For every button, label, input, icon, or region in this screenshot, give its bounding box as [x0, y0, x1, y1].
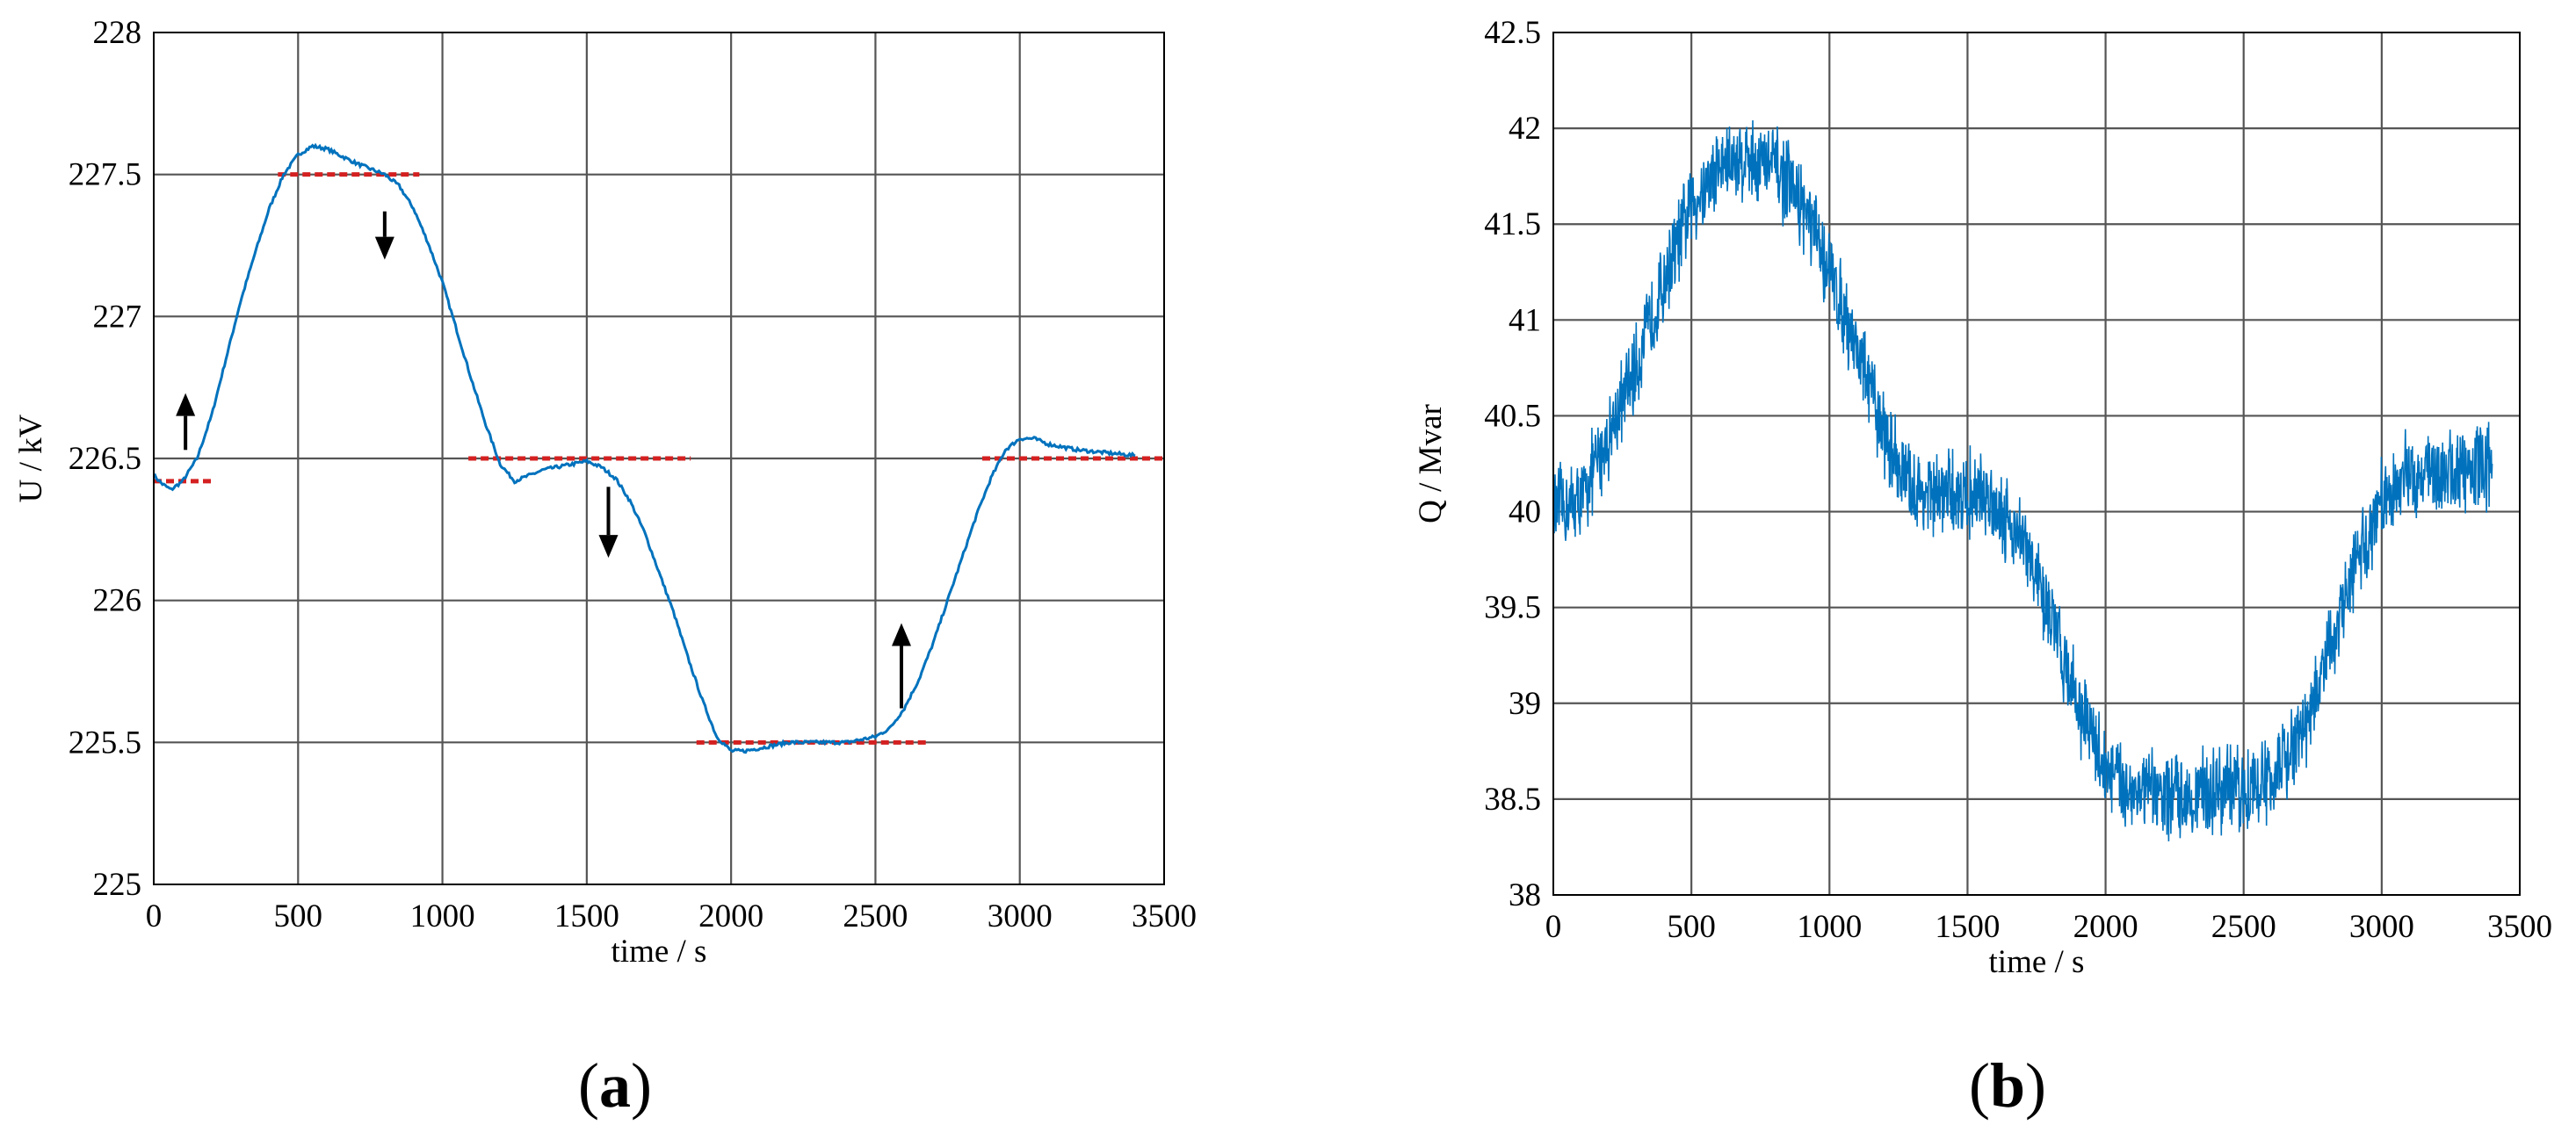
x-tick-label: 500 — [274, 898, 323, 934]
y-axis-label: U / kV — [13, 414, 49, 502]
arrow-down-icon — [598, 487, 619, 559]
x-tick-label: 0 — [146, 898, 163, 934]
panel-caption: (b) — [1969, 1050, 2046, 1121]
reactive-power-series-line — [1552, 119, 2493, 842]
x-axis-label: time / s — [1989, 944, 2085, 980]
plot-frame — [1552, 32, 2521, 896]
arrow-up-icon — [892, 623, 911, 709]
y-tick-labels: 38 38.5 39 39.5 40 40.5 41 41.5 42 42.5 — [1484, 15, 1541, 913]
x-tick-label: 500 — [1667, 909, 1716, 945]
chart-panel-a: 0 500 1000 1500 2000 2500 3000 3500 225 225.5 226… — [13, 15, 1197, 1121]
direction-arrows — [176, 211, 911, 709]
chart-panel-b: 0 500 1000 1500 2000 2500 3000 3500 38 38.5 39 39.… — [1413, 15, 2552, 1121]
x-tick-label: 2000 — [698, 898, 763, 934]
y-tick-label: 38.5 — [1484, 782, 1541, 818]
y-tick-label: 41.5 — [1484, 206, 1541, 242]
arrow-up-icon — [176, 393, 196, 451]
x-tick-label: 1500 — [1935, 909, 2000, 945]
y-tick-label: 42 — [1509, 111, 1541, 147]
y-tick-label: 227.5 — [69, 157, 141, 193]
x-tick-labels: 0 500 1000 1500 2000 2500 3000 3500 — [1545, 909, 2552, 945]
caption-letter: a — [599, 1050, 631, 1121]
x-tick-label: 0 — [1545, 909, 1562, 945]
panel-caption: (a) — [578, 1050, 652, 1121]
y-tick-label: 39.5 — [1484, 590, 1541, 626]
x-tick-label: 3000 — [2349, 909, 2414, 945]
x-tick-label: 2500 — [843, 898, 908, 934]
caption-letter: b — [1990, 1050, 2025, 1121]
y-tick-label: 38 — [1509, 877, 1541, 913]
voltage-series-line — [152, 142, 1136, 754]
arrow-down-icon — [374, 211, 394, 260]
y-tick-labels: 225 225.5 226 226.5 227 227.5 228 — [69, 15, 141, 903]
grid-lines — [1553, 32, 2520, 895]
y-tick-label: 42.5 — [1484, 15, 1541, 51]
y-tick-label: 228 — [93, 15, 142, 51]
x-tick-label: 3500 — [1132, 898, 1197, 934]
y-tick-label: 39 — [1509, 686, 1541, 722]
x-tick-label: 2000 — [2073, 909, 2138, 945]
y-tick-label: 40.5 — [1484, 398, 1541, 434]
x-tick-label: 1000 — [1797, 909, 1862, 945]
x-tick-label: 1500 — [554, 898, 619, 934]
x-tick-label: 3000 — [988, 898, 1053, 934]
y-tick-label: 226 — [93, 583, 142, 619]
x-tick-label: 1000 — [410, 898, 475, 934]
y-tick-label: 41 — [1509, 302, 1541, 338]
x-tick-label: 3500 — [2487, 909, 2552, 945]
x-tick-label: 2500 — [2211, 909, 2276, 945]
y-tick-label: 225.5 — [69, 725, 141, 761]
y-tick-label: 227 — [93, 299, 142, 335]
y-tick-label: 40 — [1509, 494, 1541, 530]
y-axis-label: Q / Mvar — [1413, 404, 1449, 523]
y-tick-label: 225 — [93, 867, 142, 903]
x-tick-labels: 0 500 1000 1500 2000 2500 3000 3500 — [146, 898, 1197, 934]
x-axis-label: time / s — [611, 934, 707, 970]
plot-frame — [153, 32, 1165, 885]
y-tick-label: 226.5 — [69, 441, 141, 477]
